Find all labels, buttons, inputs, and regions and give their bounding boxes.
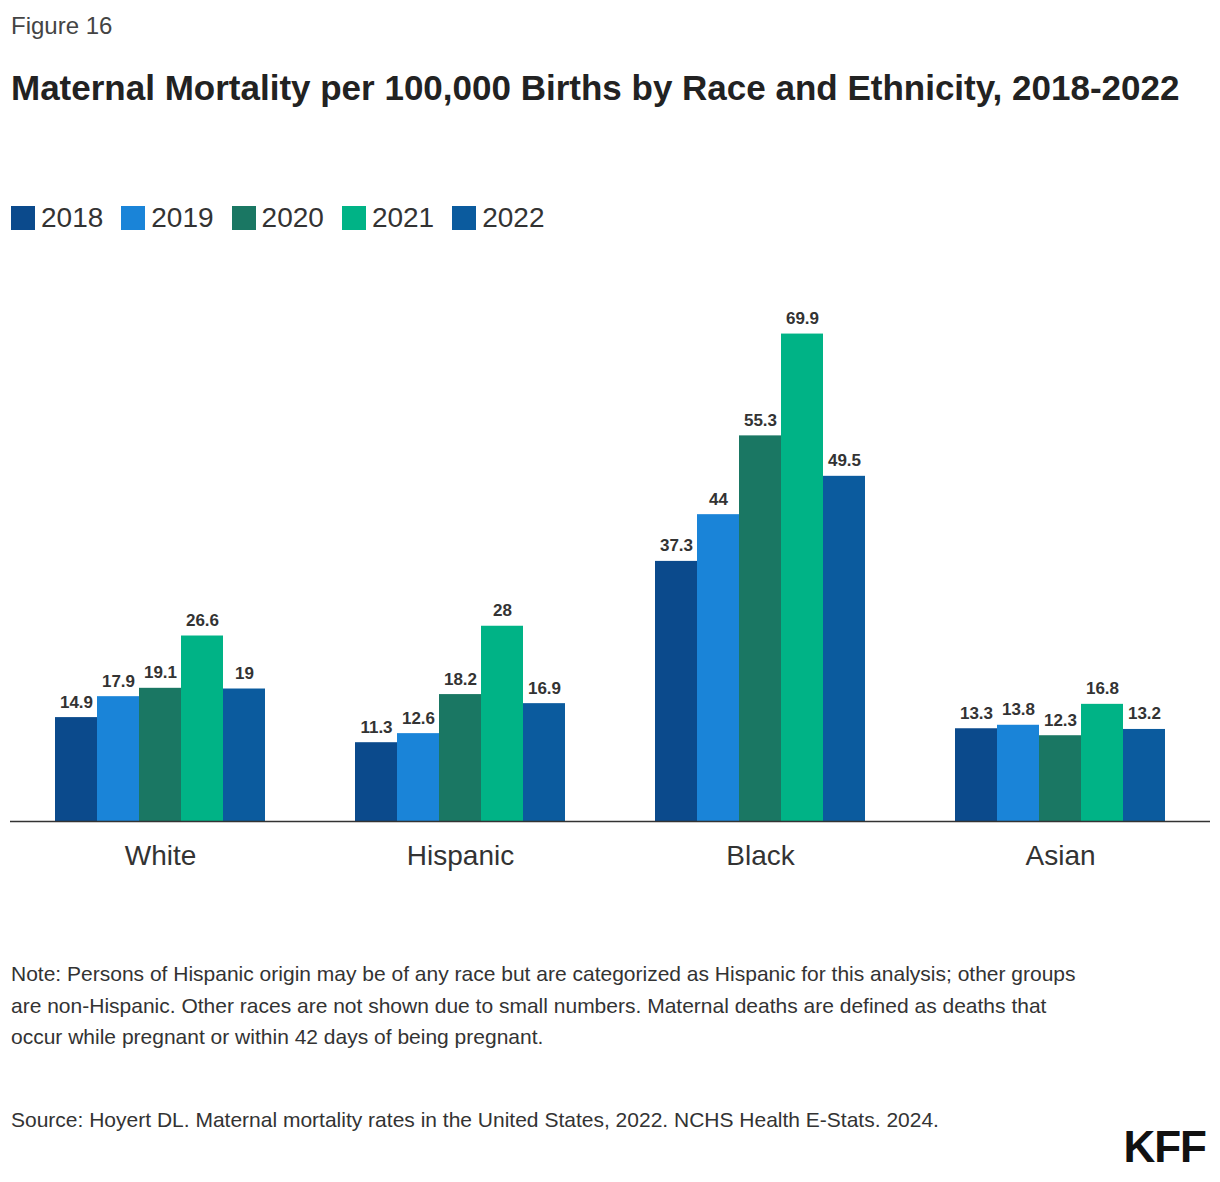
svg-text:18.2: 18.2 xyxy=(444,670,477,689)
svg-text:19: 19 xyxy=(235,664,254,683)
svg-text:28: 28 xyxy=(493,601,512,620)
svg-text:17.9: 17.9 xyxy=(102,672,135,691)
svg-text:12.6: 12.6 xyxy=(402,709,435,728)
svg-text:26.6: 26.6 xyxy=(186,611,219,630)
svg-text:Hispanic: Hispanic xyxy=(407,840,514,871)
svg-text:49.5: 49.5 xyxy=(828,451,861,470)
svg-text:55.3: 55.3 xyxy=(744,411,777,430)
svg-text:44: 44 xyxy=(709,490,728,509)
svg-text:Asian: Asian xyxy=(1025,840,1095,871)
svg-text:14.9: 14.9 xyxy=(60,693,93,712)
html-text:Source: Hoyert DL. Maternal mo: Source: Hoyert DL. Maternal mortality ra… xyxy=(11,1108,939,1131)
svg-text:Black: Black xyxy=(726,840,795,871)
html-text:2019: 2019 xyxy=(151,202,214,233)
html-text:2020: 2020 xyxy=(261,202,324,233)
html-text:2021: 2021 xyxy=(371,202,435,233)
html-text:2018: 2018 xyxy=(41,202,104,233)
svg-text:13.3: 13.3 xyxy=(960,704,993,723)
svg-text:19.1: 19.1 xyxy=(144,663,177,682)
html-text:2022: 2022 xyxy=(482,202,545,233)
svg-text:13.2: 13.2 xyxy=(1128,704,1161,723)
svg-text:37.3: 37.3 xyxy=(660,536,693,555)
html-text:KFF: KFF xyxy=(1123,1122,1206,1171)
svg-text:12.3: 12.3 xyxy=(1044,711,1077,730)
svg-text:White: White xyxy=(125,840,197,871)
html-text:Note: Persons of Hispanic orig: Note: Persons of Hispanic origin may be … xyxy=(11,962,1076,1048)
svg-text:11.3: 11.3 xyxy=(360,718,392,737)
svg-text:13.8: 13.8 xyxy=(1002,700,1035,719)
svg-text:16.9: 16.9 xyxy=(528,679,561,698)
html-text:Maternal Mortality per 100,000: Maternal Mortality per 100,000 Births by… xyxy=(11,68,1180,107)
svg-text:16.8: 16.8 xyxy=(1086,679,1119,698)
svg-text:69.9: 69.9 xyxy=(786,309,819,328)
html-text:Figure 16: Figure 16 xyxy=(11,12,113,39)
